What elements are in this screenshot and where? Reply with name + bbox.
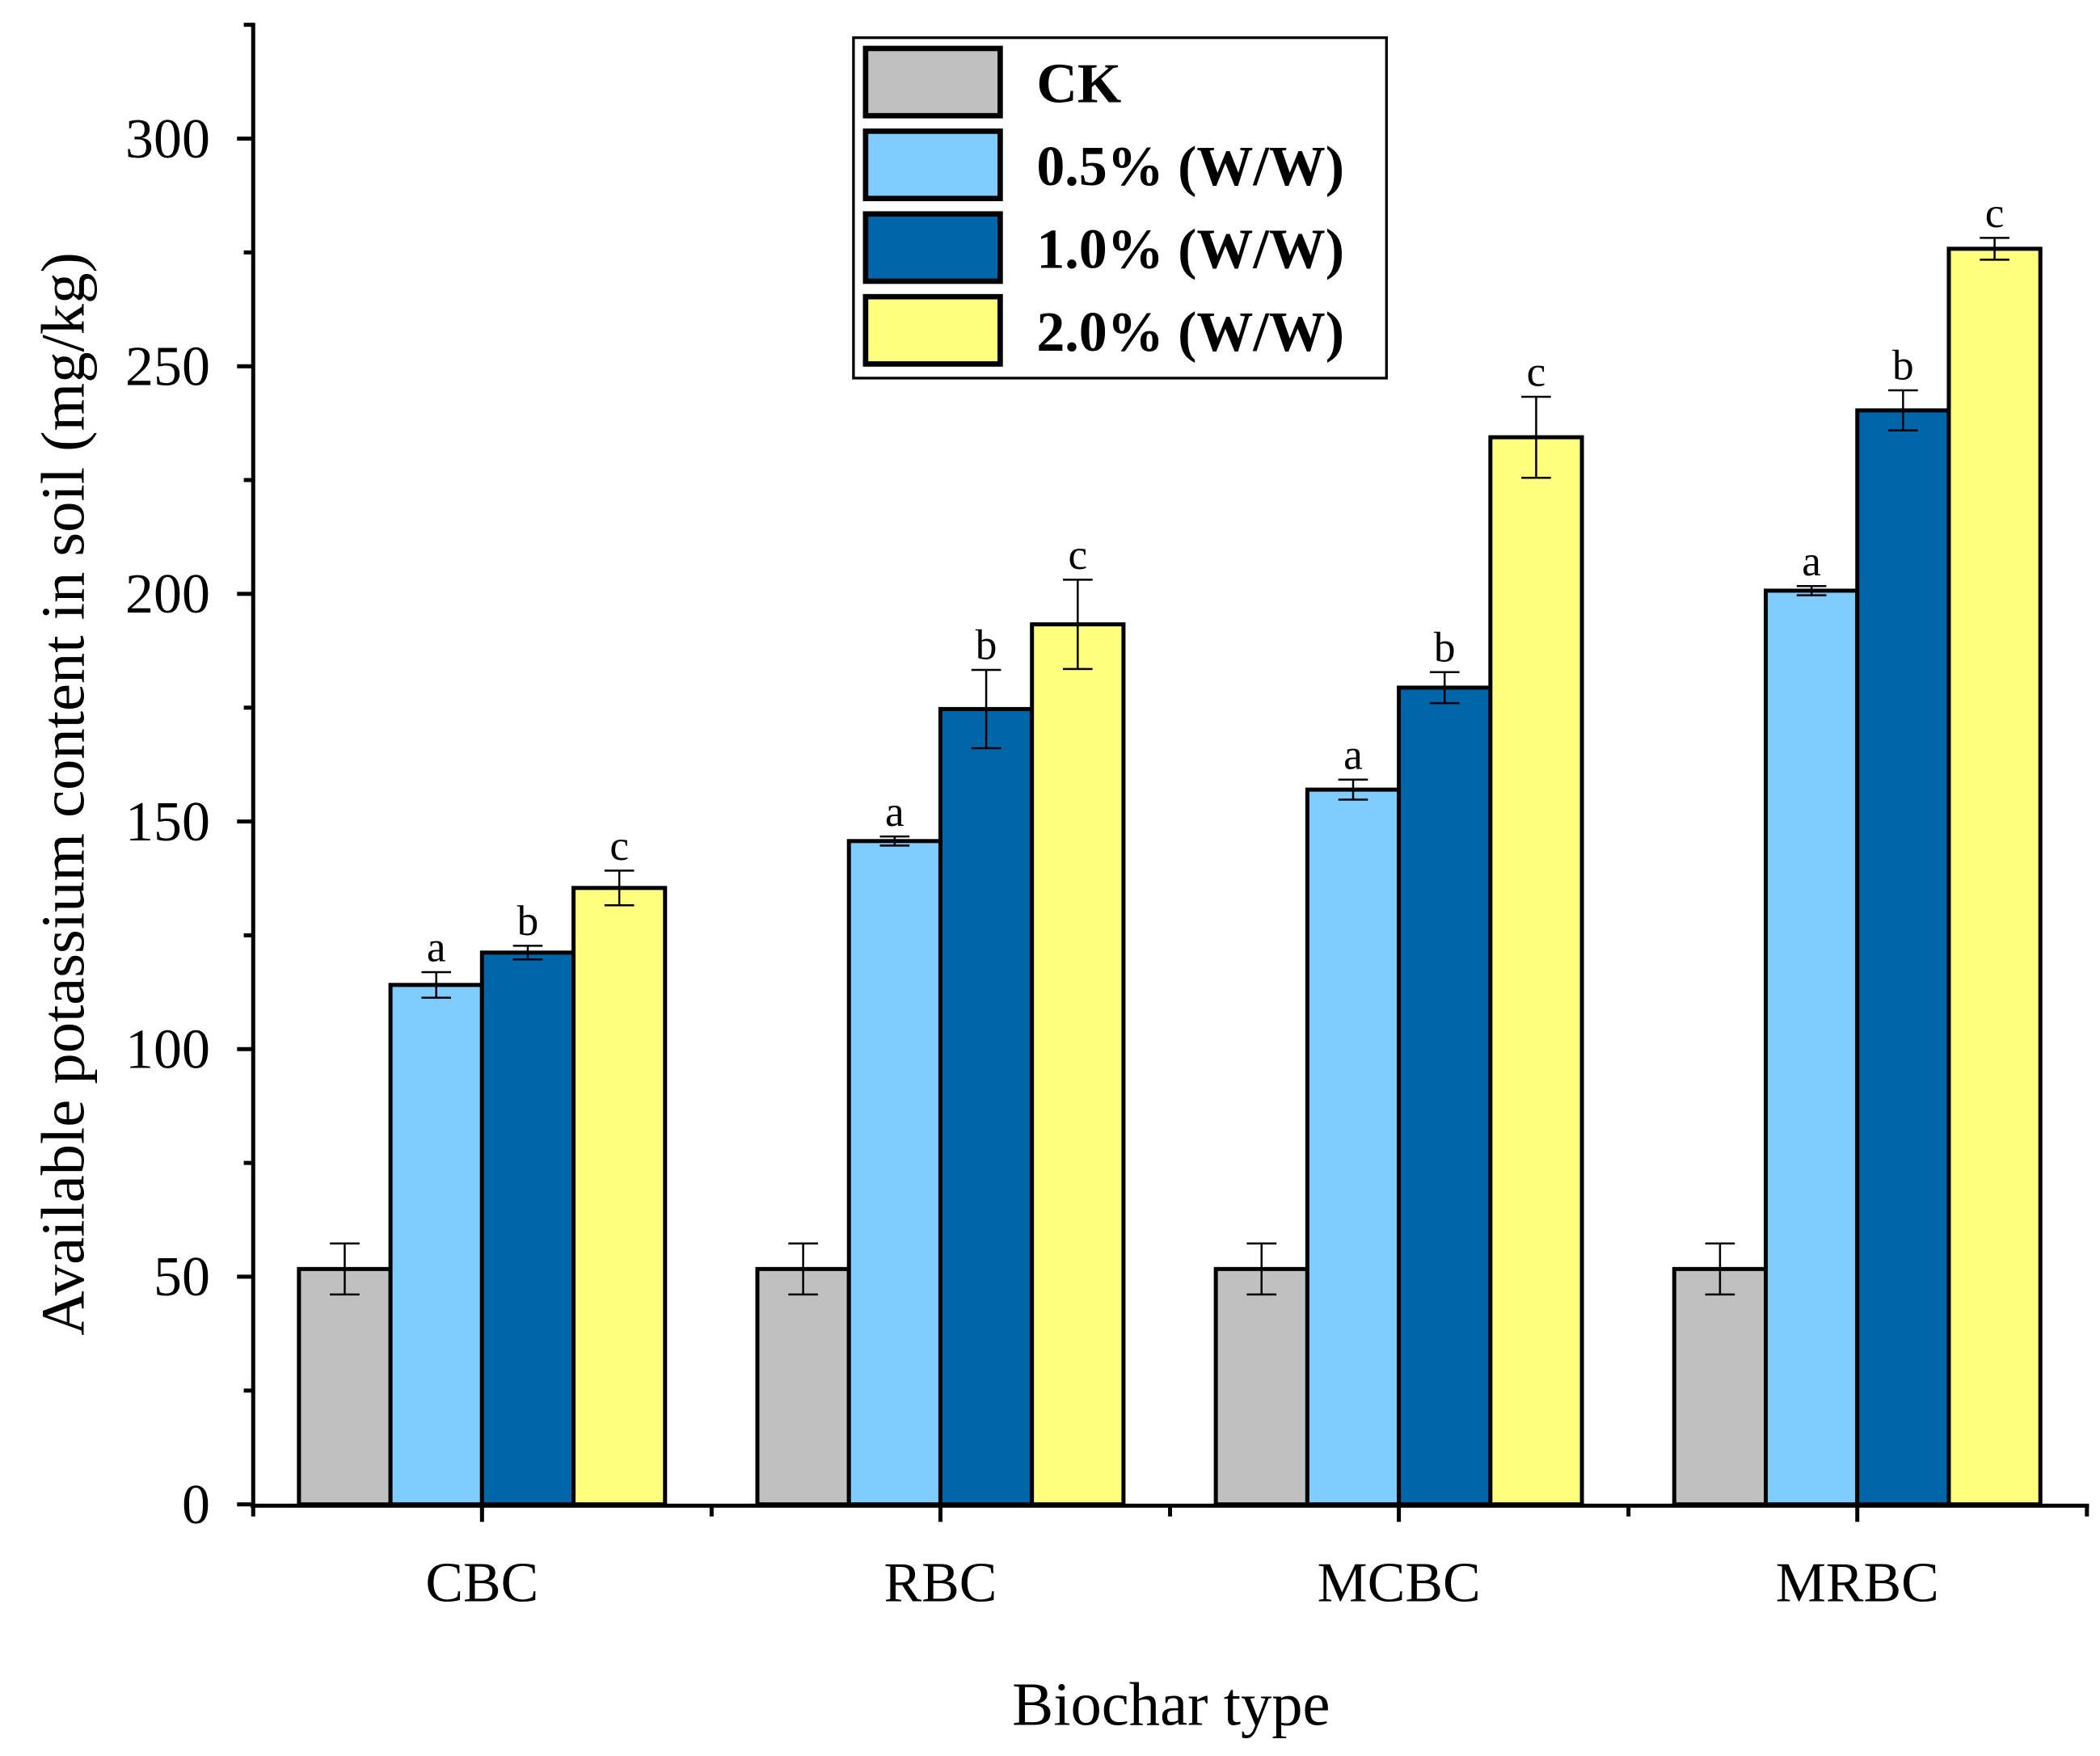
bar-cbc-1 [388,983,484,1507]
significance-label: c [1068,531,1087,579]
y-tick-label: 250 [125,336,210,398]
error-bar [512,945,543,961]
significance-label: a [1343,731,1363,778]
bar-mcbc-0 [1213,1266,1309,1507]
bar-cbc-3 [571,886,668,1507]
significance-label: c [1985,189,2005,237]
significance-label: c [609,822,629,870]
significance-label: b [1434,623,1456,671]
error-bar [971,668,1002,750]
error-bar [879,835,910,847]
error-bar [788,1242,818,1296]
significance-label: a [885,788,905,836]
bar-cbc-2 [479,950,576,1507]
significance-label: b [976,621,997,669]
bar-mrbc-3 [1946,246,2043,1507]
x-axis-label: Biochar type [1012,1670,1330,1739]
bar-mcbc-3 [1488,435,1584,1507]
legend-swatch [862,45,1003,119]
legend-label: 0.5% (W/W) [1036,136,1344,198]
bar-rbc-3 [1030,622,1126,1507]
bar-rbc-0 [755,1266,851,1507]
y-tick-label: 100 [125,1019,210,1081]
significance-label: a [427,924,446,971]
bar-mcbc-1 [1305,787,1402,1507]
bar-mcbc-2 [1397,685,1493,1507]
y-tick-label: 0 [182,1474,210,1536]
error-bar [1429,671,1460,705]
legend-label: 1.0% (W/W) [1036,218,1344,280]
x-tick-label: CBC [425,1552,538,1615]
error-bar [330,1242,360,1296]
significance-label: b [517,897,539,945]
legend-swatch [862,293,1003,367]
error-bar [604,870,635,907]
legend: CK 0.5% (W/W) 1.0% (W/W) 2.0% (W/W) [852,36,1388,380]
error-bar [421,971,452,999]
x-tick-label: MCBC [1318,1552,1481,1615]
significance-label: b [1892,342,1914,390]
y-tick-label: 50 [154,1246,210,1308]
bar-cbc-0 [297,1266,393,1507]
significance-label: c [1527,348,1546,396]
bar-mrbc-0 [1672,1266,1769,1507]
x-tick-label: MRBC [1776,1552,1939,1615]
y-tick-label: 150 [125,791,210,853]
error-bar [1338,778,1368,801]
significance-label: a [1802,537,1821,585]
bar-rbc-1 [846,839,942,1507]
error-bar [1705,1242,1735,1296]
legend-swatch [862,211,1003,284]
error-bar [1062,579,1093,671]
error-bar [1246,1242,1277,1296]
error-bar [1980,237,2009,261]
y-tick-label: 300 [125,108,210,171]
error-bar [1521,395,1551,479]
bar-mrbc-1 [1764,588,1860,1507]
legend-label: 2.0% (W/W) [1036,301,1344,364]
y-axis-label: Available potassium content in soil (mg/… [28,252,97,1336]
bar-rbc-2 [938,706,1035,1507]
y-tick-label: 200 [125,563,210,625]
x-tick-label: RBC [883,1552,997,1615]
error-bar [1796,585,1827,596]
error-bar [1888,389,1918,432]
legend-swatch [862,128,1003,201]
bar-mrbc-2 [1855,408,1951,1507]
legend-label: CK [1036,53,1121,116]
